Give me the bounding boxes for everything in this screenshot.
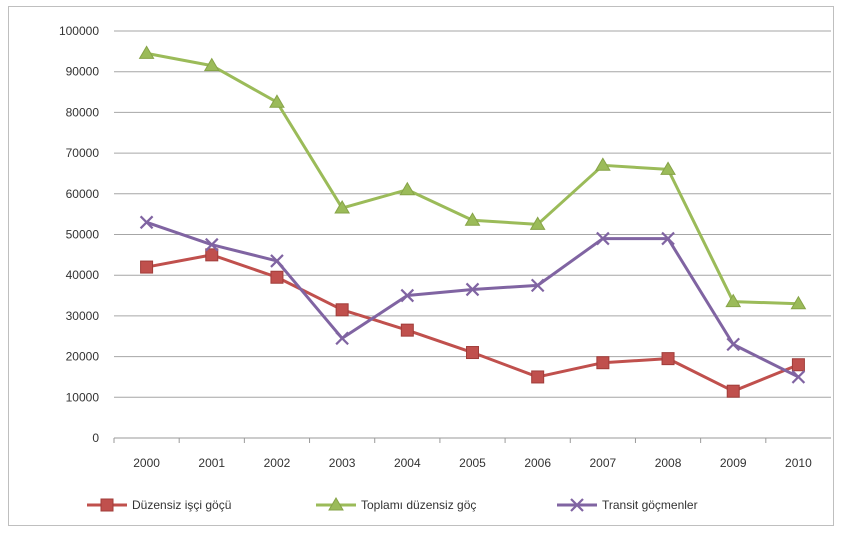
data-point (335, 303, 349, 317)
grid-lines (114, 30, 831, 439)
data-point (139, 215, 154, 230)
data-point (270, 270, 284, 284)
series-2 (138, 45, 807, 310)
series-lines (138, 45, 807, 398)
data-point (529, 216, 546, 230)
legend-label: Transit göçmenler (602, 498, 698, 512)
data-point (465, 282, 480, 297)
data-point (596, 231, 610, 246)
x-axis-tick-labels: 2000 2001 2002 2003 2004 2005 2006 2007 2008 2009… (113, 438, 812, 470)
x-tick-label: 2004 (394, 456, 421, 470)
data-point (334, 200, 351, 214)
y-tick-label: 80000 (66, 105, 100, 119)
data-point (335, 331, 349, 346)
y-tick-label: 10000 (66, 390, 100, 404)
y-tick-label: 70000 (66, 146, 100, 160)
series-3 (139, 215, 806, 384)
x-tick-label: 2000 (133, 456, 160, 470)
x-tick-label: 2002 (264, 456, 291, 470)
x-tick-label: 2010 (785, 456, 812, 470)
data-point (661, 231, 675, 246)
x-tick-label: 2007 (590, 456, 617, 470)
x-tick-label: 2006 (524, 456, 551, 470)
x-tick-label: 2005 (459, 456, 486, 470)
data-point (400, 323, 414, 337)
legend-marker (100, 498, 114, 512)
legend-marker (570, 498, 584, 512)
x-tick-label: 2008 (655, 456, 682, 470)
data-point (660, 161, 676, 175)
legend-marker (328, 497, 344, 511)
y-tick-label: 100000 (59, 24, 99, 38)
data-point (594, 157, 611, 171)
x-tick-label: 2009 (720, 456, 747, 470)
data-point (140, 260, 154, 274)
chart-frame: 0 10000 20000 30000 40000 50000 60000 70000 8000… (8, 6, 834, 526)
data-point (791, 370, 806, 384)
data-point (203, 57, 220, 72)
data-point (726, 337, 741, 352)
y-tick-label: 50000 (66, 228, 100, 242)
data-point (205, 248, 219, 262)
y-axis-tick-labels: 0 10000 20000 30000 40000 50000 60000 70000 8000… (59, 24, 99, 445)
data-point (791, 358, 805, 372)
data-point (400, 288, 415, 303)
y-tick-label: 0 (92, 431, 99, 445)
data-point (790, 295, 807, 310)
x-tick-label: 2003 (329, 456, 356, 470)
data-point (725, 293, 742, 308)
y-tick-label: 20000 (66, 350, 100, 364)
legend-label: Toplamı düzensiz göç (361, 498, 476, 512)
y-tick-label: 40000 (66, 268, 100, 282)
y-tick-label: 90000 (66, 65, 100, 79)
series-1 (140, 248, 805, 398)
y-tick-label: 30000 (66, 309, 100, 323)
data-point (596, 356, 610, 370)
data-point (464, 212, 481, 226)
data-point (204, 237, 219, 252)
legend: Düzensiz işçi göçü Toplamı düzensiz göç Tr… (87, 497, 698, 512)
data-point (726, 384, 740, 398)
data-point (530, 278, 545, 293)
legend-item: Toplamı düzensiz göç (316, 497, 476, 512)
data-point (269, 94, 285, 108)
legend-item: Düzensiz işçi göçü (87, 498, 231, 512)
legend-label: Düzensiz işçi göçü (132, 498, 231, 512)
data-point (270, 254, 284, 268)
data-point (466, 346, 479, 360)
data-point (531, 370, 545, 384)
x-tick-label: 2001 (198, 456, 225, 470)
data-point (138, 45, 155, 59)
legend-item: Transit göçmenler (557, 498, 698, 512)
line-chart: 0 10000 20000 30000 40000 50000 60000 70000 8000… (59, 24, 831, 512)
data-point (661, 352, 675, 366)
y-tick-label: 60000 (66, 187, 100, 201)
data-point (399, 181, 416, 196)
